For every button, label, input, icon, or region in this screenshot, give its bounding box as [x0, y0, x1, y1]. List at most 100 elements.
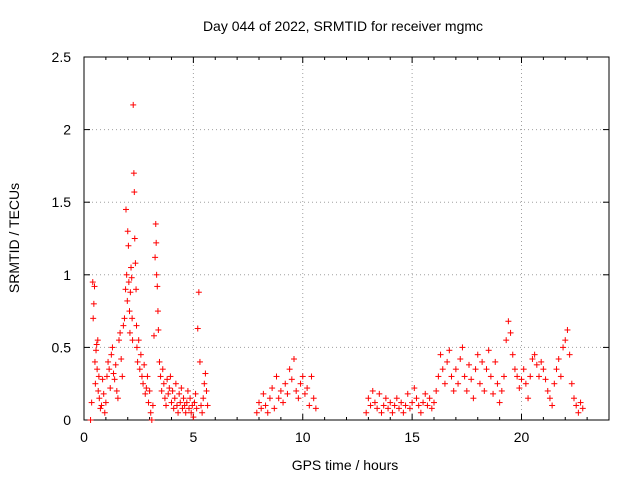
data-point	[540, 366, 547, 373]
data-point	[95, 387, 102, 394]
data-point	[363, 409, 370, 416]
data-point	[487, 373, 494, 380]
data-point	[194, 325, 201, 332]
data-point	[187, 395, 194, 402]
data-point	[365, 395, 372, 402]
data-point	[125, 279, 132, 286]
data-point	[106, 366, 113, 373]
data-point	[367, 402, 374, 409]
data-point	[144, 373, 151, 380]
data-point	[199, 409, 206, 416]
data-point	[374, 405, 381, 412]
data-point	[409, 399, 416, 406]
data-point	[91, 283, 98, 290]
data-point	[93, 347, 100, 354]
data-point	[123, 206, 129, 213]
data-point	[498, 387, 505, 394]
data-point	[124, 297, 131, 304]
data-point	[107, 385, 114, 392]
data-point	[380, 402, 387, 409]
data-point	[130, 101, 137, 108]
data-point	[483, 366, 490, 373]
data-point	[553, 366, 560, 373]
data-point	[188, 409, 195, 416]
data-point	[157, 373, 164, 380]
x-tick-label: 5	[189, 429, 197, 445]
data-point	[271, 405, 278, 412]
data-point	[457, 356, 464, 363]
data-point	[94, 366, 101, 373]
y-axis-label: SRMTID / TECUs	[6, 183, 22, 293]
data-point	[369, 387, 376, 394]
data-point	[122, 286, 129, 293]
x-axis-label: GPS time / hours	[292, 457, 399, 473]
data-point	[529, 356, 536, 363]
data-point	[160, 380, 167, 387]
data-point	[198, 402, 205, 409]
data-point	[138, 373, 145, 380]
data-point	[533, 361, 540, 368]
y-tick-label: 1	[63, 267, 71, 283]
data-point	[154, 283, 161, 290]
data-point	[391, 402, 398, 409]
data-point	[87, 417, 94, 423]
data-point	[128, 274, 135, 281]
data-point	[264, 409, 271, 416]
data-point	[134, 358, 141, 365]
data-point	[520, 366, 527, 373]
data-point	[538, 358, 545, 365]
data-point	[172, 380, 179, 387]
data-point	[571, 395, 577, 402]
data-point	[103, 373, 110, 380]
data-point	[137, 351, 144, 358]
data-point	[190, 414, 197, 421]
data-point	[466, 361, 472, 368]
data-point	[141, 361, 148, 368]
data-point	[131, 235, 138, 242]
data-point	[94, 337, 101, 344]
data-point	[126, 308, 133, 315]
data-point	[117, 329, 124, 336]
data-point	[136, 366, 143, 373]
data-points	[87, 101, 586, 423]
data-point	[127, 289, 134, 296]
data-point	[123, 271, 130, 278]
data-point	[446, 347, 453, 354]
data-point	[393, 395, 400, 402]
data-point	[492, 358, 499, 365]
data-point	[459, 344, 466, 351]
data-point	[158, 387, 165, 394]
y-tick-label: 0	[63, 412, 71, 428]
data-point	[468, 376, 475, 383]
data-point	[568, 380, 575, 387]
data-point	[312, 405, 319, 412]
data-point	[424, 402, 431, 409]
y-tick-label: 2	[63, 122, 71, 138]
grid-lines	[84, 57, 609, 420]
data-point	[91, 358, 98, 365]
data-point	[501, 373, 507, 380]
data-point	[183, 399, 190, 406]
data-point	[396, 405, 402, 412]
data-point	[404, 390, 411, 397]
data-point	[140, 380, 147, 387]
data-point	[116, 337, 122, 344]
data-point	[111, 376, 118, 383]
data-point	[168, 399, 175, 406]
data-point	[566, 351, 573, 358]
data-point	[382, 395, 389, 402]
data-point	[557, 373, 564, 380]
data-point	[536, 373, 542, 380]
data-point	[490, 390, 497, 397]
data-point	[463, 387, 470, 394]
data-point	[505, 318, 512, 325]
data-point	[92, 380, 99, 387]
data-point	[387, 399, 394, 406]
data-point	[161, 395, 168, 402]
data-point	[101, 409, 108, 416]
data-point	[126, 329, 133, 336]
data-point	[154, 308, 161, 315]
data-point	[439, 366, 446, 373]
data-point	[422, 390, 429, 397]
